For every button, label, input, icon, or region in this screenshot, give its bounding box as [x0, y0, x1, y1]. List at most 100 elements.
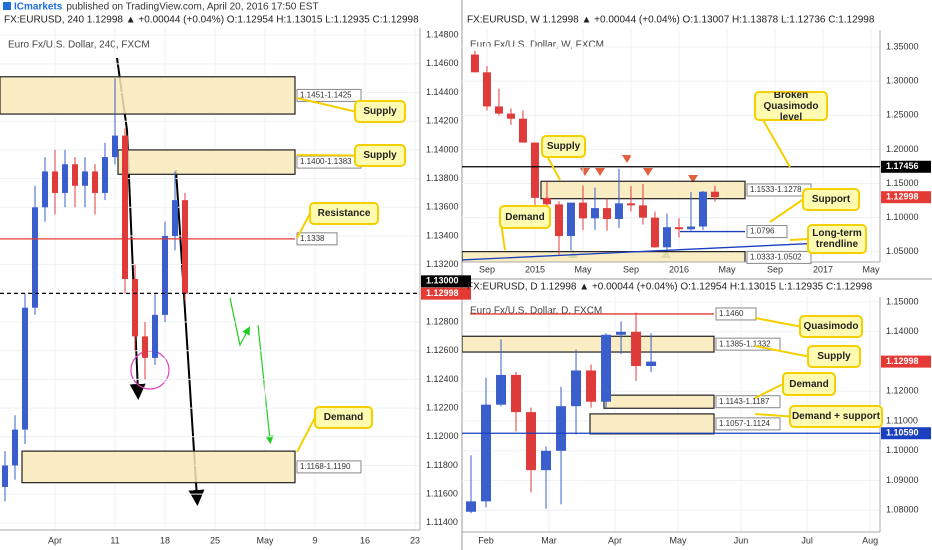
- callout: [541, 135, 586, 158]
- callout-text-box: Demand: [789, 379, 828, 390]
- candle-body: [470, 54, 479, 73]
- y-tick-label: 1.05000: [886, 246, 919, 256]
- y-tick-label: 1.11000: [886, 415, 918, 425]
- candle-body: [602, 208, 611, 220]
- callout-text-box: Supply: [546, 141, 581, 152]
- axis-badge: [421, 275, 471, 288]
- down-arrows: [580, 155, 698, 183]
- candle-body: [571, 370, 582, 407]
- callout-text-box: Supply: [363, 106, 396, 117]
- candle-body: [52, 171, 58, 193]
- chart-title: Euro Fx/U.S. Dollar, W, FXCM: [470, 40, 604, 51]
- callout-pointer: [296, 97, 356, 113]
- publisher: ICmarkets: [14, 2, 63, 13]
- candle-body: [132, 279, 138, 337]
- candle-body: [530, 142, 539, 198]
- callout: [799, 315, 863, 338]
- zone-label-box: [715, 417, 781, 431]
- zone-label: 1.1385-1.1332: [719, 339, 771, 348]
- callout-text-box: Long-term trendline: [812, 228, 861, 250]
- candle-body: [2, 465, 8, 487]
- chart-title: Euro Fx/U.S. Dollar, D, FXCM: [470, 306, 602, 317]
- x-tick-label: May: [862, 264, 880, 274]
- zone: [0, 76, 296, 115]
- zone-label: 1.1451-1.1425: [300, 91, 352, 100]
- candle-body: [578, 202, 587, 219]
- candle-body: [72, 164, 78, 186]
- last-price-label: 1.12998: [886, 192, 919, 202]
- zone-label-box: [715, 395, 781, 409]
- callout-pointer: [296, 154, 356, 157]
- candle-body: [526, 412, 537, 471]
- y-tick-label: 1.13800: [426, 173, 459, 183]
- arrow: [175, 169, 205, 506]
- x-tick-label: Feb: [478, 535, 494, 545]
- weekly-markers: [568, 155, 698, 258]
- logo: [3, 2, 11, 10]
- y-tick-label: 1.14000: [886, 326, 919, 336]
- zone-label-box: [296, 460, 362, 474]
- callout-text-box: Quasimodo: [803, 321, 859, 332]
- candle-body: [650, 217, 659, 248]
- candle-body: [42, 171, 48, 208]
- callout: [807, 224, 867, 254]
- candle-body: [92, 171, 98, 193]
- y-tick-label: 1.14800: [426, 30, 459, 40]
- candle-body: [518, 118, 527, 143]
- callout-text: Quasimodo: [803, 321, 859, 332]
- callout: [789, 405, 883, 428]
- zone-label: 1.1143-1.1187: [719, 397, 770, 406]
- callout: [754, 91, 828, 121]
- y-tick-label: 1.12800: [426, 316, 459, 326]
- axis-badge-label: 1.13000: [426, 276, 459, 286]
- callout-text-box: Support: [811, 194, 851, 205]
- callout: [802, 188, 860, 211]
- candle-body: [626, 203, 635, 206]
- candle-body: [102, 157, 108, 193]
- callout-pointer: [754, 317, 801, 328]
- symbol-info: FX:EURUSD, 240 1.12998 ▲ +0.00044 (+0.04…: [4, 15, 419, 26]
- candle-body: [152, 314, 158, 358]
- y-tick-label: 1.11800: [426, 460, 458, 470]
- candle-body: [12, 429, 18, 466]
- x-tick-label: 11: [110, 535, 119, 545]
- callout-text-box: Demand + support: [792, 411, 880, 422]
- candle-body: [142, 336, 148, 358]
- candle-body: [506, 113, 515, 119]
- candle-body: [601, 334, 612, 402]
- axis-badge: [881, 427, 931, 440]
- callout-text: Support: [811, 194, 851, 205]
- arrow: [257, 324, 274, 445]
- callout: [354, 144, 406, 167]
- x-tick-label: 2017: [813, 264, 833, 274]
- callout-text: Supply: [546, 141, 581, 152]
- y-tick-label: 1.14400: [426, 87, 459, 97]
- symbol-info: FX:EURUSD, W 1.12998 ▲ +0.00044 (+0.04%)…: [467, 15, 875, 26]
- x-tick-label: Sep: [479, 264, 495, 274]
- y-tick-label: 1.20000: [886, 144, 919, 154]
- last-price-badge: [881, 355, 931, 368]
- x-tick-label: 25: [210, 535, 220, 545]
- callout-text: Supply: [817, 351, 851, 362]
- callout: [782, 372, 836, 396]
- x-tick-label: May: [718, 264, 736, 274]
- candle-body: [710, 191, 719, 198]
- y-tick-label: 1.08000: [886, 505, 919, 515]
- x-tick-label: 23: [410, 535, 420, 545]
- candle-body: [494, 106, 503, 114]
- candle-body: [162, 235, 168, 315]
- x-tick-label: 2015: [525, 264, 545, 274]
- candle-body: [566, 202, 575, 237]
- candle-body: [662, 227, 671, 248]
- level-label: 1.1460: [719, 309, 744, 318]
- candle-body: [556, 406, 567, 451]
- zone-label: 1.1057-1.1124: [719, 419, 771, 428]
- zone: [21, 450, 296, 484]
- plot: [0, 28, 420, 530]
- y-tick-label: 1.10000: [886, 212, 919, 222]
- x-tick-label: May: [574, 264, 592, 274]
- callout-pointer: [769, 198, 804, 223]
- y-tick-label: 1.14200: [426, 116, 459, 126]
- y-tick-label: 1.11600: [426, 489, 458, 499]
- callout-text-box: Resistance: [318, 208, 371, 219]
